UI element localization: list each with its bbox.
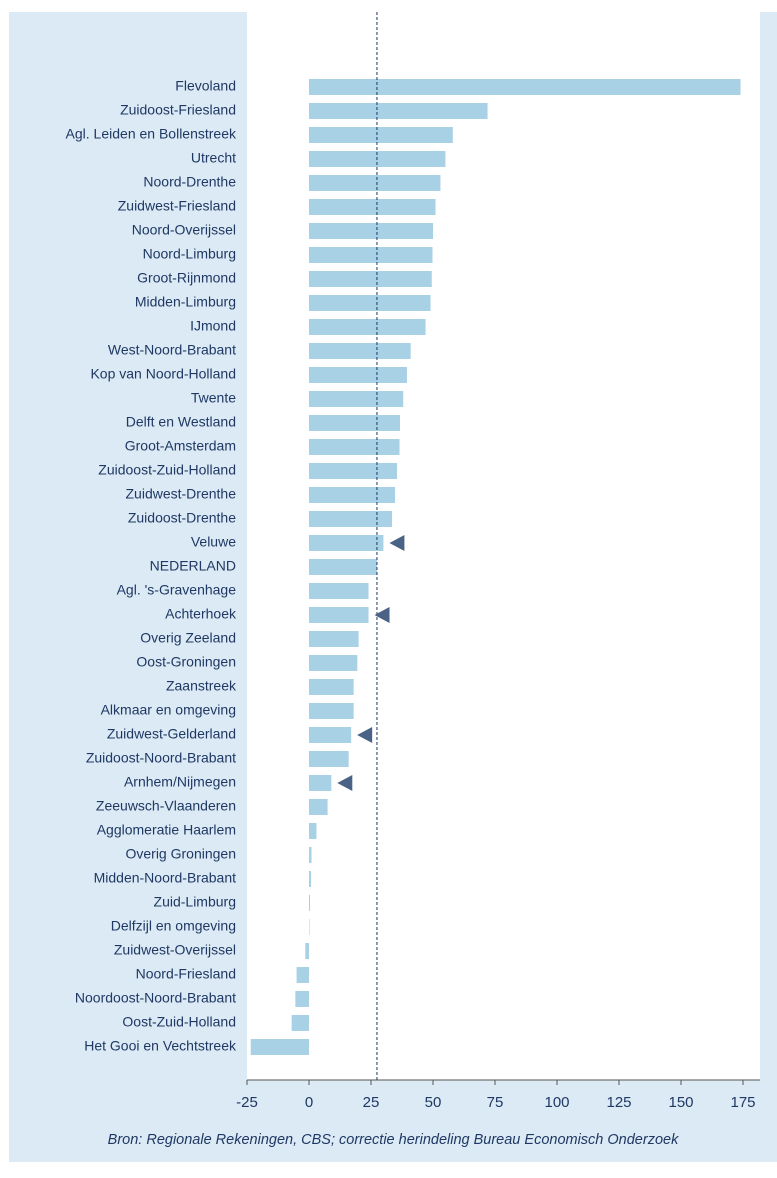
y-tick-label: West-Noord-Brabant [108,342,236,358]
y-tick-label: Arnhem/Nijmegen [124,774,236,790]
y-tick-label: Groot-Rijnmond [137,270,236,286]
x-tick-label: 150 [668,1094,693,1111]
bar [309,391,404,407]
bar [309,703,354,719]
y-tick-label: Oost-Zuid-Holland [122,1014,236,1030]
bar [309,607,369,623]
bar [305,943,309,959]
x-tick-label: 50 [425,1094,442,1111]
x-tick-label: 125 [606,1094,631,1111]
bar [309,487,396,503]
bar [309,535,384,551]
y-tick-label: Noord-Overijssel [132,222,236,238]
bar [309,247,433,263]
y-tick-label: Utrecht [191,150,236,166]
bar [309,511,393,527]
bar [309,655,358,671]
y-tick-label: Delfzijl en omgeving [111,918,236,934]
bar [309,319,426,335]
y-tick-label: Zuidwest-Friesland [118,198,236,214]
y-tick-label: Zuidwest-Gelderland [107,726,236,742]
y-tick-label: Zeeuwsch-Vlaanderen [96,798,236,814]
y-tick-label: Midden-Noord-Brabant [94,870,237,886]
highlight-arrow [337,775,353,791]
x-tick-label: 25 [363,1094,380,1111]
bar [250,1039,309,1055]
bar [309,343,411,359]
y-tick-label: NEDERLAND [150,558,236,574]
bar [291,1015,309,1031]
y-tick-label: Twente [191,390,236,406]
bar [309,631,359,647]
bar [309,295,431,311]
y-tick-label: Flevoland [175,78,236,94]
y-tick-label: Zuidoost-Noord-Brabant [86,750,236,766]
bar [309,775,332,791]
y-tick-label: Zuidoost-Friesland [120,102,236,118]
y-tick-label: Alkmaar en omgeving [101,702,236,718]
y-tick-label: IJmond [190,318,236,334]
y-tick-label: Noordoost-Noord-Brabant [75,990,236,1006]
bar [309,847,312,863]
y-tick-label: Achterhoek [165,606,237,622]
y-tick-label: Zuidwest-Overijssel [114,942,236,958]
x-tick-label: -25 [236,1094,258,1111]
highlight-arrow [389,535,405,551]
highlight-arrow [374,607,390,623]
bar [296,967,309,983]
y-tick-label: Veluwe [191,534,236,550]
y-tick-label: Oost-Groningen [136,654,236,670]
bar [309,199,436,215]
bar [309,823,317,839]
bar [309,895,310,911]
bar [309,583,369,599]
y-tick-label: Agl. 's-Gravenhage [117,582,237,598]
bar [309,103,488,119]
x-tick-label: 75 [487,1094,504,1111]
x-tick-label: 0 [305,1094,313,1111]
y-tick-label: Groot-Amsterdam [125,438,236,454]
bar [309,223,433,239]
y-tick-label: Agl. Leiden en Bollenstreek [66,126,237,142]
bar [309,871,311,887]
bar [309,79,741,95]
x-tick-label: 175 [730,1094,755,1111]
y-tick-label: Kop van Noord-Holland [90,366,236,382]
y-tick-label: Zuid-Limburg [154,894,236,910]
y-tick-label: Zuidwest-Drenthe [126,486,237,502]
bar [309,367,407,383]
bar [309,559,377,575]
x-tick-label: 100 [544,1094,569,1111]
bar [309,175,441,191]
y-tick-label: Zuidoost-Zuid-Holland [98,462,236,478]
bar [309,727,352,743]
y-tick-label: Overig Groningen [125,846,236,862]
y-tick-label: Noord-Limburg [143,246,236,262]
bar [309,271,432,287]
y-tick-label: Noord-Drenthe [143,174,236,190]
y-tick-label: Zuidoost-Drenthe [128,510,236,526]
bar [309,679,354,695]
bar [309,439,400,455]
highlight-arrow [357,727,373,743]
y-tick-label: Het Gooi en Vechtstreek [84,1038,237,1054]
y-tick-label: Noord-Friesland [136,966,236,982]
y-tick-label: Overig Zeeland [140,630,236,646]
bar [309,463,398,479]
bar [309,415,401,431]
source: Bron: Regionale Rekeningen, CBS; correct… [108,1132,679,1148]
y-tick-label: Zaanstreek [166,678,237,694]
y-tick-label: Agglomeratie Haarlem [97,822,236,838]
bar [295,991,309,1007]
y-tick-label: Midden-Limburg [135,294,236,310]
bar [309,799,328,815]
bar [309,751,349,767]
bar [309,127,453,143]
y-tick-label: Delft en Westland [126,414,236,430]
